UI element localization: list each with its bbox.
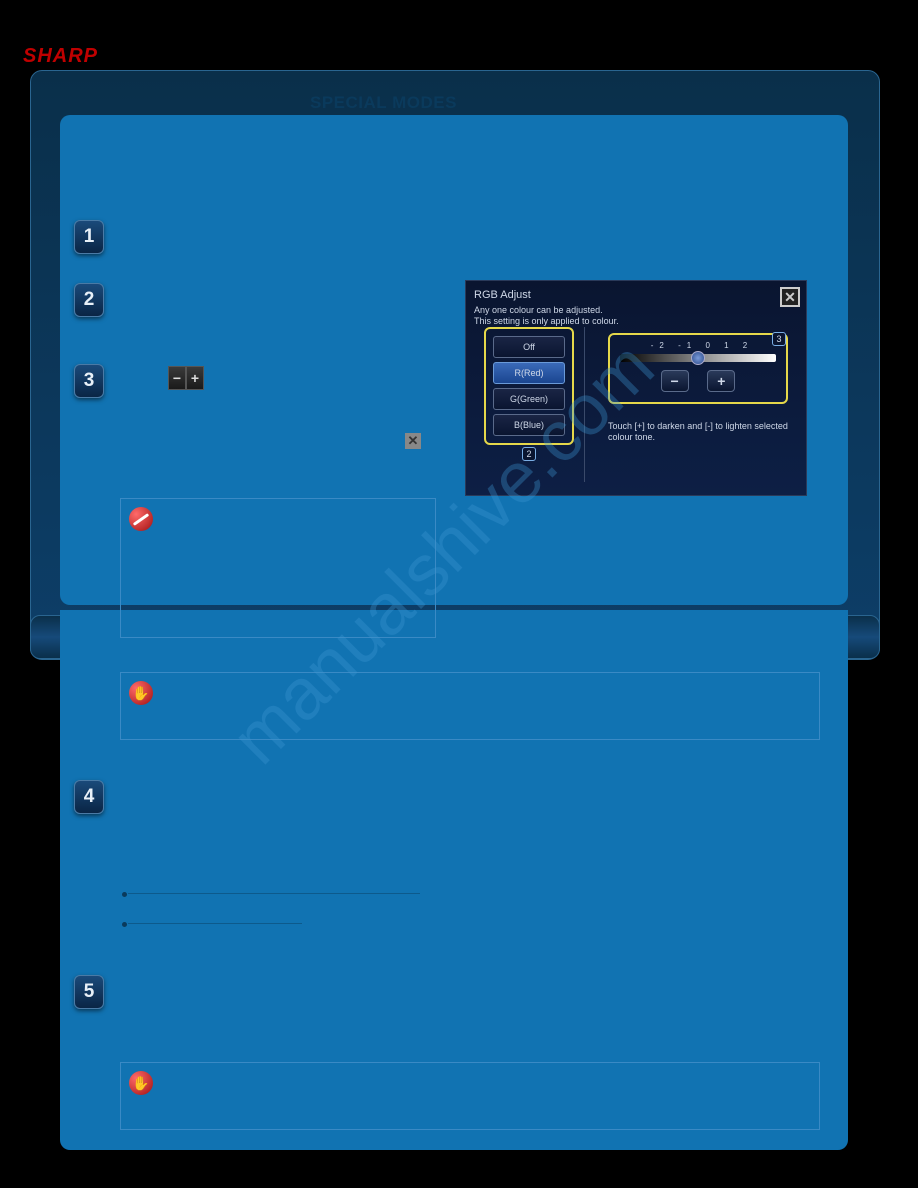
brand-logo: SHARP xyxy=(23,45,98,68)
dialog-subtitle-line2: This setting is only applied to colour. xyxy=(474,316,619,326)
slider-buttons: − + xyxy=(616,370,780,392)
off-button[interactable]: Off xyxy=(493,336,565,358)
step-3-badge: 3 xyxy=(74,364,104,398)
note-box-2: ✋ xyxy=(120,672,820,740)
prohibit-icon xyxy=(129,507,153,531)
bullet-1 xyxy=(122,892,127,897)
stop-icon: ✋ xyxy=(129,1071,153,1095)
slider-minus-button[interactable]: − xyxy=(661,370,689,392)
green-button[interactable]: G(Green) xyxy=(493,388,565,410)
step-4-badge: 4 xyxy=(74,780,104,814)
dialog-close-button[interactable]: ✕ xyxy=(780,287,800,307)
link-underline-1[interactable] xyxy=(128,892,420,894)
dialog-title: RGB Adjust xyxy=(474,289,531,301)
slider-group: -2 -1 0 1 2 − + xyxy=(608,333,788,404)
step-2-badge: 2 xyxy=(74,283,104,317)
close-icon: ✕ xyxy=(405,433,421,449)
step-1-badge: 1 xyxy=(74,220,104,254)
dialog-subtitle-line1: Any one colour can be adjusted. xyxy=(474,305,603,315)
rgb-adjust-dialog: RGB Adjust ✕ Any one colour can be adjus… xyxy=(465,280,807,496)
slider-scale: -2 -1 0 1 2 xyxy=(616,341,780,350)
step-5-badge: 5 xyxy=(74,975,104,1009)
note-box-1 xyxy=(120,498,436,638)
stop-icon: ✋ xyxy=(129,681,153,705)
callout-tag-3: 3 xyxy=(772,332,786,346)
blue-button[interactable]: B(Blue) xyxy=(493,414,565,436)
minus-icon: − xyxy=(168,366,186,390)
slider-track[interactable] xyxy=(620,354,776,362)
section-title: SPECIAL MODES xyxy=(310,93,457,113)
dialog-hint: Touch [+] to darken and [-] to lighten s… xyxy=(608,421,788,443)
note-box-3: ✋ xyxy=(120,1062,820,1130)
plus-icon: + xyxy=(186,366,204,390)
slider-plus-button[interactable]: + xyxy=(707,370,735,392)
inline-minus-plus: −+ xyxy=(168,366,204,390)
red-button[interactable]: R(Red) xyxy=(493,362,565,384)
callout-tag-2: 2 xyxy=(522,447,536,461)
bullet-2 xyxy=(122,922,127,927)
dialog-divider xyxy=(584,327,585,482)
color-select-group: Off R(Red) G(Green) B(Blue) xyxy=(484,327,574,445)
slider-knob[interactable] xyxy=(691,351,705,365)
inline-close-icon: ✕ xyxy=(405,432,421,450)
dialog-subtitle: Any one colour can be adjusted. This set… xyxy=(474,305,619,327)
link-underline-2[interactable] xyxy=(128,922,302,924)
